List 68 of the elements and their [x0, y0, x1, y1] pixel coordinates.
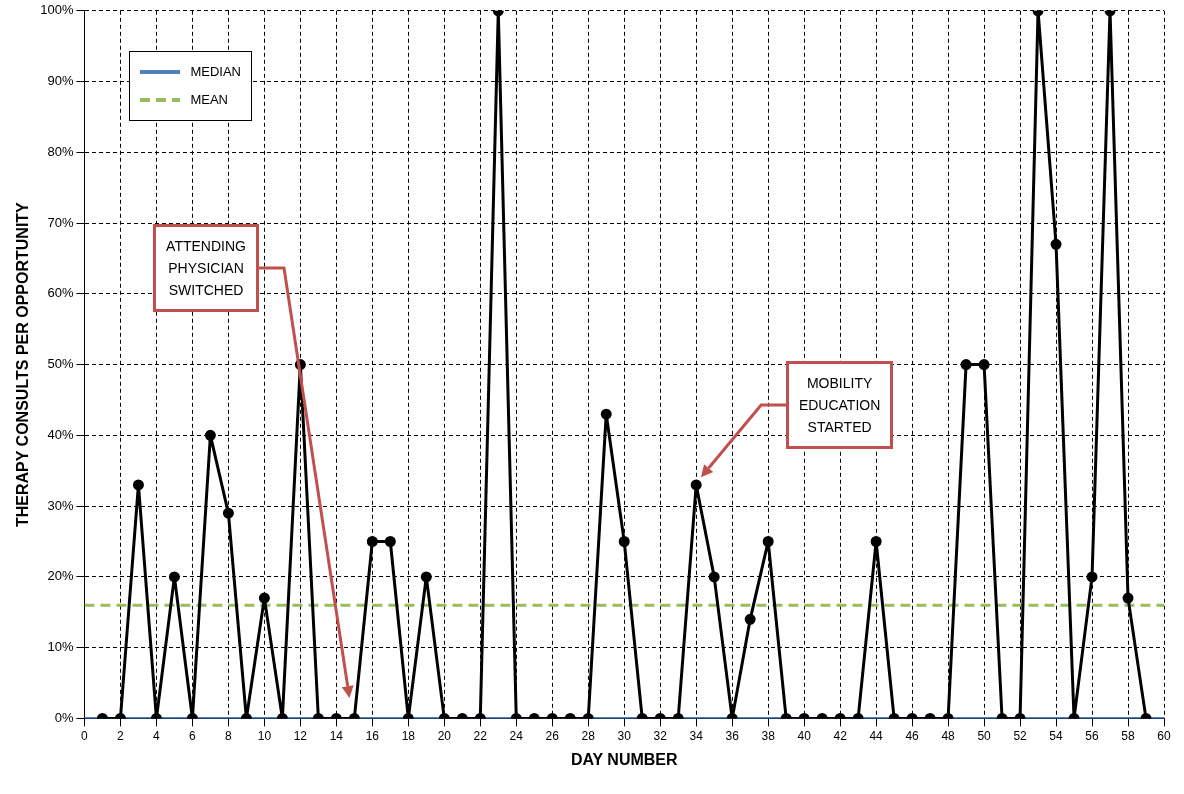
point — [762, 536, 774, 547]
legend-label: MEDIAN — [190, 64, 241, 80]
y-tick-label: 60% — [47, 285, 74, 301]
x-tick-label: 26 — [545, 728, 560, 743]
point — [204, 429, 216, 441]
x-tick-label: 60 — [1157, 728, 1171, 743]
point — [132, 479, 144, 491]
point — [384, 536, 396, 547]
y-tick-label: 90% — [47, 73, 74, 89]
x-tick-label: 28 — [581, 728, 596, 743]
y-axis-title: THERAPY CONSULTS PER OPPORTUNITY — [14, 201, 32, 527]
x-tick-label: 6 — [189, 728, 197, 743]
x-tick-label: 38 — [761, 728, 776, 743]
x-tick-label: 52 — [1013, 728, 1028, 743]
x-tick-label: 22 — [473, 728, 488, 743]
y-tick-label: 70% — [47, 214, 74, 230]
x-tick-label: 36 — [725, 728, 740, 743]
y-tick-label: 20% — [47, 568, 74, 584]
x-tick-label: 12 — [293, 728, 308, 743]
x-tick-label: 58 — [1121, 728, 1136, 743]
x-tick-label: 18 — [401, 728, 416, 743]
y-tick-label: 10% — [47, 639, 74, 655]
point — [870, 536, 882, 547]
point — [168, 571, 180, 583]
legend-label: MEAN — [190, 92, 228, 108]
point — [366, 536, 378, 547]
point — [690, 479, 702, 491]
y-tick-label: 100% — [40, 2, 74, 18]
point — [1122, 592, 1134, 604]
x-tick-label: 14 — [329, 728, 344, 743]
x-tick-label: 50 — [977, 728, 992, 743]
point — [1050, 238, 1062, 250]
point — [222, 507, 234, 519]
point — [978, 359, 990, 371]
point — [708, 571, 720, 583]
x-tick-label: 32 — [653, 728, 668, 743]
point — [744, 613, 756, 625]
point — [960, 359, 972, 371]
x-tick-label: 10 — [257, 728, 272, 743]
x-tick-label: 4 — [153, 728, 161, 743]
x-tick-label: 44 — [869, 728, 884, 743]
y-tick-label: 0% — [54, 709, 74, 725]
x-tick-label: 42 — [833, 728, 848, 743]
x-tick-label: 46 — [905, 728, 920, 743]
point — [258, 592, 270, 604]
point — [420, 571, 432, 583]
point — [618, 536, 630, 547]
x-tick-label: 24 — [509, 728, 524, 743]
x-tick-label: 20 — [437, 728, 452, 743]
x-tick-label: 54 — [1049, 728, 1064, 743]
y-tick-label: 50% — [47, 356, 74, 372]
x-tick-label: 0 — [81, 728, 89, 743]
y-tick-label: 30% — [47, 497, 74, 513]
x-tick-label: 30 — [617, 728, 632, 743]
x-tick-label: 48 — [941, 728, 956, 743]
x-tick-label: 2 — [117, 728, 125, 743]
annotation: ATTENDING PHYSICIAN SWITCHED — [153, 223, 259, 312]
y-tick-label: 40% — [47, 426, 74, 442]
x-axis-title: DAY NUMBER — [570, 750, 679, 768]
x-tick-label: 56 — [1085, 728, 1100, 743]
x-tick-label: 16 — [365, 728, 380, 743]
annotation: MOBILITY EDUCATION STARTED — [785, 360, 894, 449]
y-tick-label: 80% — [47, 143, 74, 159]
x-tick-label: 40 — [797, 728, 812, 743]
x-tick-label: 8 — [225, 728, 233, 743]
point — [600, 408, 612, 420]
point — [1086, 571, 1098, 583]
x-tick-label: 34 — [689, 728, 704, 743]
